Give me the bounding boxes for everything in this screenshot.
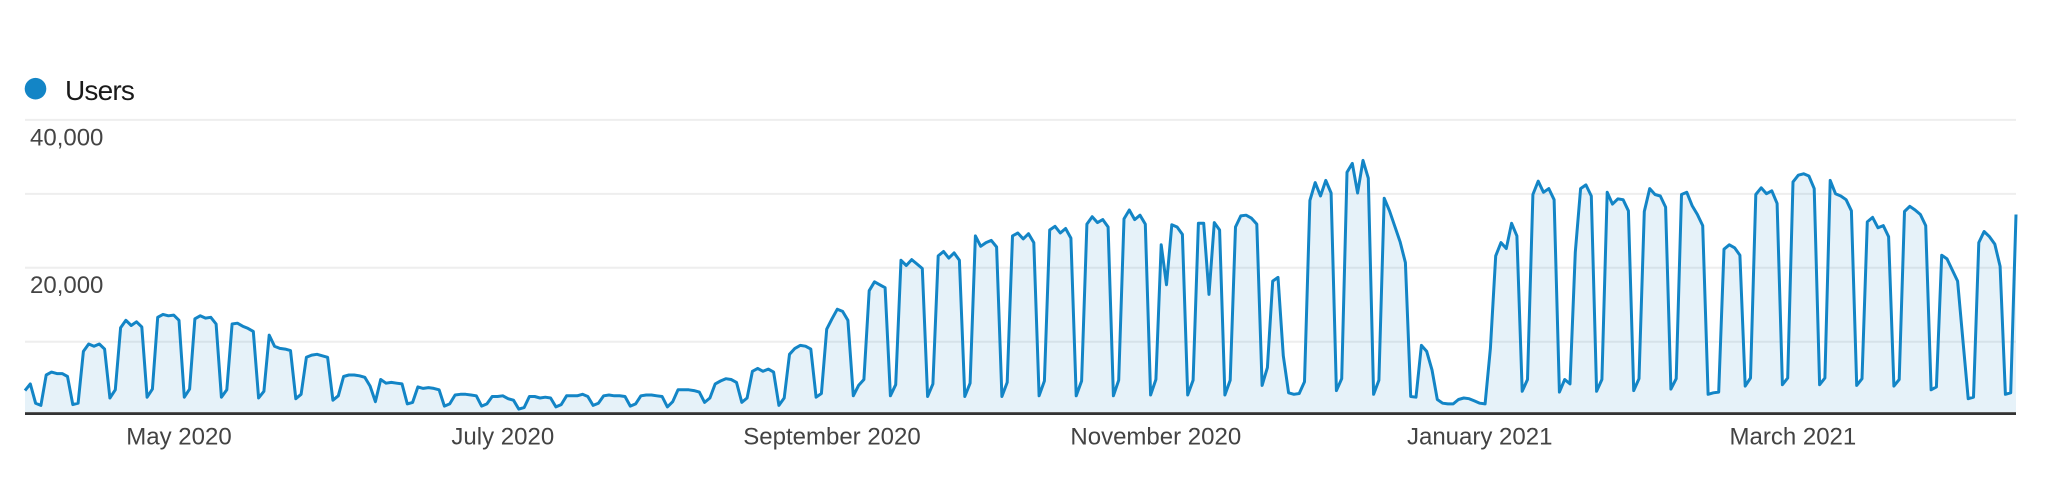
svg-text:January 2021: January 2021 <box>1407 424 1552 451</box>
svg-text:July 2020: July 2020 <box>451 424 554 451</box>
svg-text:May 2020: May 2020 <box>126 424 231 451</box>
svg-text:September 2020: September 2020 <box>743 424 920 451</box>
svg-text:March 2021: March 2021 <box>1730 424 1857 451</box>
svg-text:Users: Users <box>65 75 134 106</box>
svg-text:November 2020: November 2020 <box>1070 424 1241 451</box>
svg-text:20,000: 20,000 <box>30 272 103 299</box>
svg-text:40,000: 40,000 <box>30 124 103 151</box>
